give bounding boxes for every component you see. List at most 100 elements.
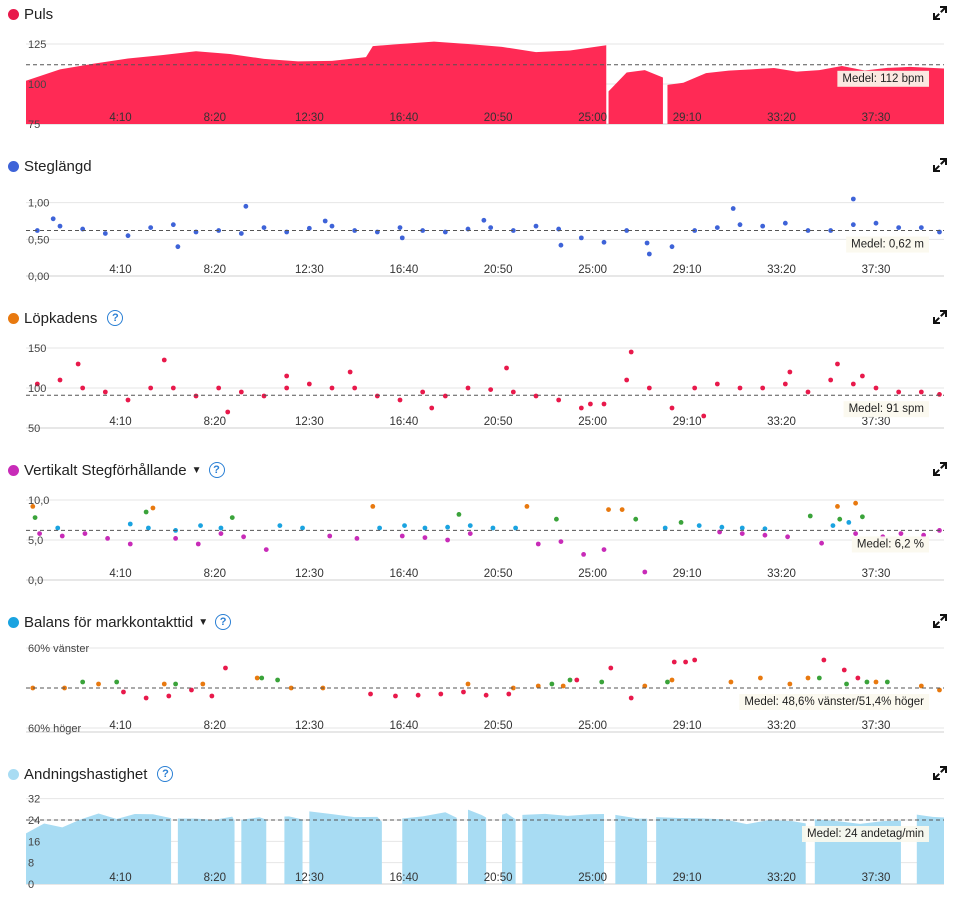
data-point <box>578 405 584 411</box>
data-point <box>488 387 494 392</box>
data-point <box>354 536 360 541</box>
data-point <box>420 228 426 233</box>
expand-icon[interactable] <box>933 158 947 172</box>
data-point <box>259 675 265 681</box>
y-tick-label: 100 <box>28 79 46 91</box>
data-point <box>422 535 428 540</box>
data-point <box>556 397 562 403</box>
data-point <box>782 220 788 226</box>
data-point <box>193 393 199 399</box>
data-point <box>261 225 267 230</box>
data-point <box>352 228 358 233</box>
data-point <box>837 516 843 522</box>
data-point <box>513 525 518 531</box>
y-tick-label: 5,0 <box>28 535 43 547</box>
data-point <box>841 667 847 673</box>
data-point <box>175 244 181 250</box>
data-point <box>805 228 811 233</box>
x-tick-label: 16:40 <box>389 264 418 276</box>
average-label: Medel: 24 andetag/min <box>807 828 924 840</box>
data-point <box>30 685 36 691</box>
data-point <box>714 225 720 230</box>
y-tick-label: 60% höger <box>28 723 82 735</box>
data-point <box>510 685 516 691</box>
data-point <box>399 235 405 241</box>
data-point <box>633 516 639 522</box>
expand-icon[interactable] <box>933 614 947 628</box>
data-point <box>628 349 634 355</box>
help-icon[interactable]: ? <box>215 614 232 630</box>
data-point <box>683 659 688 665</box>
data-point <box>510 228 516 233</box>
x-tick-label: 8:20 <box>204 416 226 428</box>
x-tick-label: 16:40 <box>389 112 418 124</box>
data-point <box>588 401 593 407</box>
data-point <box>218 531 224 536</box>
data-point <box>787 681 793 687</box>
legend-dot <box>8 464 19 476</box>
data-point <box>835 504 840 509</box>
data-point <box>243 203 249 209</box>
data-point <box>429 405 435 411</box>
data-point <box>229 515 235 520</box>
expand-icon[interactable] <box>933 6 947 20</box>
data-point <box>608 665 614 671</box>
chart-panel-steglangd: Steglängd 1,00 0,50 0,00 4:10 8:20 12:30 16:40… <box>0 152 959 304</box>
average-label-box <box>851 536 929 553</box>
data-point <box>125 233 131 239</box>
data-point <box>535 683 541 689</box>
area-segment <box>309 811 382 884</box>
data-point <box>873 220 879 226</box>
x-tick-label: 16:40 <box>389 720 418 732</box>
data-point <box>701 413 707 419</box>
data-point <box>34 228 40 233</box>
data-point <box>646 251 652 257</box>
data-point <box>918 683 924 689</box>
help-icon[interactable]: ? <box>157 766 174 782</box>
panel-title: Balans för markkontakttid <box>24 613 194 631</box>
x-tick-label: 37:30 <box>862 872 891 884</box>
expand-icon[interactable] <box>933 462 947 476</box>
y-tick-label: 10,0 <box>28 495 49 507</box>
data-point <box>760 223 766 229</box>
legend-dot <box>8 768 19 780</box>
data-point <box>306 381 312 387</box>
data-point <box>148 225 154 230</box>
data-point <box>669 244 675 250</box>
data-point <box>896 225 902 230</box>
expand-icon[interactable] <box>933 310 947 324</box>
data-point <box>465 385 471 391</box>
x-tick-label: 29:10 <box>673 568 702 580</box>
data-point <box>506 691 512 697</box>
data-point <box>918 389 924 395</box>
expand-icon[interactable] <box>933 766 947 780</box>
data-point <box>209 693 215 699</box>
x-tick-label: 33:20 <box>767 112 796 124</box>
data-point <box>601 401 607 407</box>
data-point <box>850 196 856 202</box>
area-segment <box>656 817 806 884</box>
data-point <box>669 677 675 683</box>
average-label-box <box>837 70 929 87</box>
data-point <box>533 223 539 229</box>
panel-header: Andningshastighet ? <box>8 764 174 784</box>
dropdown-caret-icon[interactable]: ▼ <box>198 616 209 628</box>
data-point <box>524 504 530 509</box>
data-point <box>805 389 811 395</box>
data-point <box>445 524 450 530</box>
x-tick-label: 33:20 <box>767 264 796 276</box>
plot-area: 125 100 75 4:10 8:20 12:30 16:40 20:50 25:00 29:1… <box>26 39 944 131</box>
panel-header: Puls <box>8 4 53 24</box>
plot-area: 10,0 5,0 0,0 4:10 8:20 12:30 16:40 20:50 25:00 29… <box>26 495 944 587</box>
help-icon[interactable]: ? <box>107 310 124 326</box>
x-tick-label: 33:20 <box>767 568 796 580</box>
data-point <box>80 679 86 685</box>
x-tick-label: 12:30 <box>295 112 324 124</box>
help-icon[interactable]: ? <box>208 462 225 478</box>
data-point <box>549 681 555 687</box>
data-point <box>34 381 40 387</box>
y-tick-label: 0,50 <box>28 234 49 246</box>
panel-title: Steglängd <box>24 157 92 175</box>
average-label: Medel: 48,6% vänster/51,4% höger <box>744 696 924 708</box>
dropdown-caret-icon[interactable]: ▼ <box>191 464 202 476</box>
